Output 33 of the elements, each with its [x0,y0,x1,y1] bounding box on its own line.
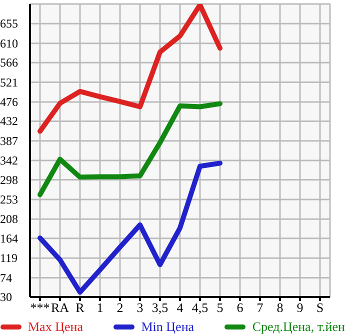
legend-label: Сред.Цена, т.йен [251,319,345,335]
x-tick-label: 6 [236,300,244,316]
y-tick-label: 342 [0,154,18,168]
y-tick-label: 298 [0,172,18,187]
y-tick-label: 74 [0,270,12,285]
y-tick-label: 208 [0,212,18,226]
x-tick-label: 3,5 [152,300,168,316]
y-tick-label: 253 [0,192,18,206]
y-tick-label: 30 [0,290,12,304]
x-tick-label: 9 [296,300,304,316]
y-tick-label: 566 [0,56,18,70]
y-tick-label: 655 [0,16,18,31]
y-tick-label: 521 [0,75,18,90]
y-tick-label: 119 [0,251,18,266]
x-tick-label: 4 [176,300,184,316]
x-tick-label: 3 [136,300,144,316]
x-tick-label: 8 [276,300,284,316]
x-tick-label: S [316,300,324,316]
x-tick-label: 1 [96,300,104,316]
y-tick-label: 387 [0,134,18,148]
y-tick-label: 610 [0,36,18,50]
legend-label: Max Цена [27,319,83,335]
x-tick-label: *** [30,300,50,316]
x-tick-label: 4,5 [192,300,208,316]
y-tick-label: 164 [0,231,18,246]
legend-label: Min Цена [140,319,194,335]
x-tick-label: 7 [256,300,264,316]
x-tick-label: RA [50,300,70,316]
x-tick-label: 5 [216,300,224,316]
x-tick-label: 2 [116,300,124,316]
y-tick-label: 432 [0,114,18,128]
x-tick-label: R [76,300,85,316]
y-tick-label: 476 [0,94,18,109]
